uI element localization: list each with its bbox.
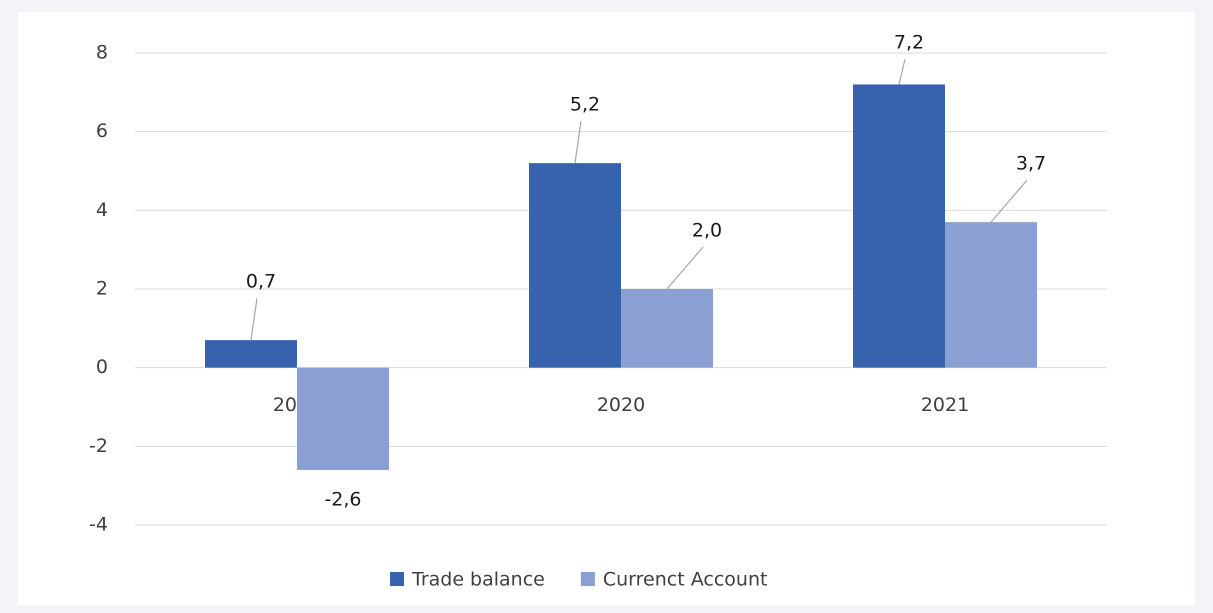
y-tick-label: 0 [96,356,108,378]
bar [297,367,389,470]
bar [621,289,713,368]
leader-line [574,121,582,164]
leader-line [990,179,1028,223]
bar [529,163,621,368]
y-tick-label: 6 [96,120,108,142]
legend-swatch [580,572,595,586]
legend-swatch [390,572,404,586]
leader-line [898,58,906,85]
bar [853,84,945,368]
legend-label: Currenct Account [603,569,768,591]
bar [205,340,297,368]
y-tick-label: 2 [96,278,108,300]
value-label: 0,7 [246,271,276,293]
value-label: 7,2 [894,32,924,54]
x-tick-label: 2020 [597,394,645,416]
value-label: 3,7 [1016,153,1046,175]
value-label: 2,0 [692,220,722,242]
y-tick-label: 4 [96,199,108,221]
bar [945,222,1037,368]
x-tick-label: 2021 [921,394,969,416]
y-tick-label: -4 [89,514,108,536]
leader-line [666,246,704,290]
leader-line [250,298,258,341]
value-label: 5,2 [570,94,600,116]
legend-label: Trade balance [411,569,545,591]
value-label: -2,6 [324,488,361,510]
y-tick-label: 8 [96,42,108,64]
y-tick-label: -2 [89,435,108,457]
